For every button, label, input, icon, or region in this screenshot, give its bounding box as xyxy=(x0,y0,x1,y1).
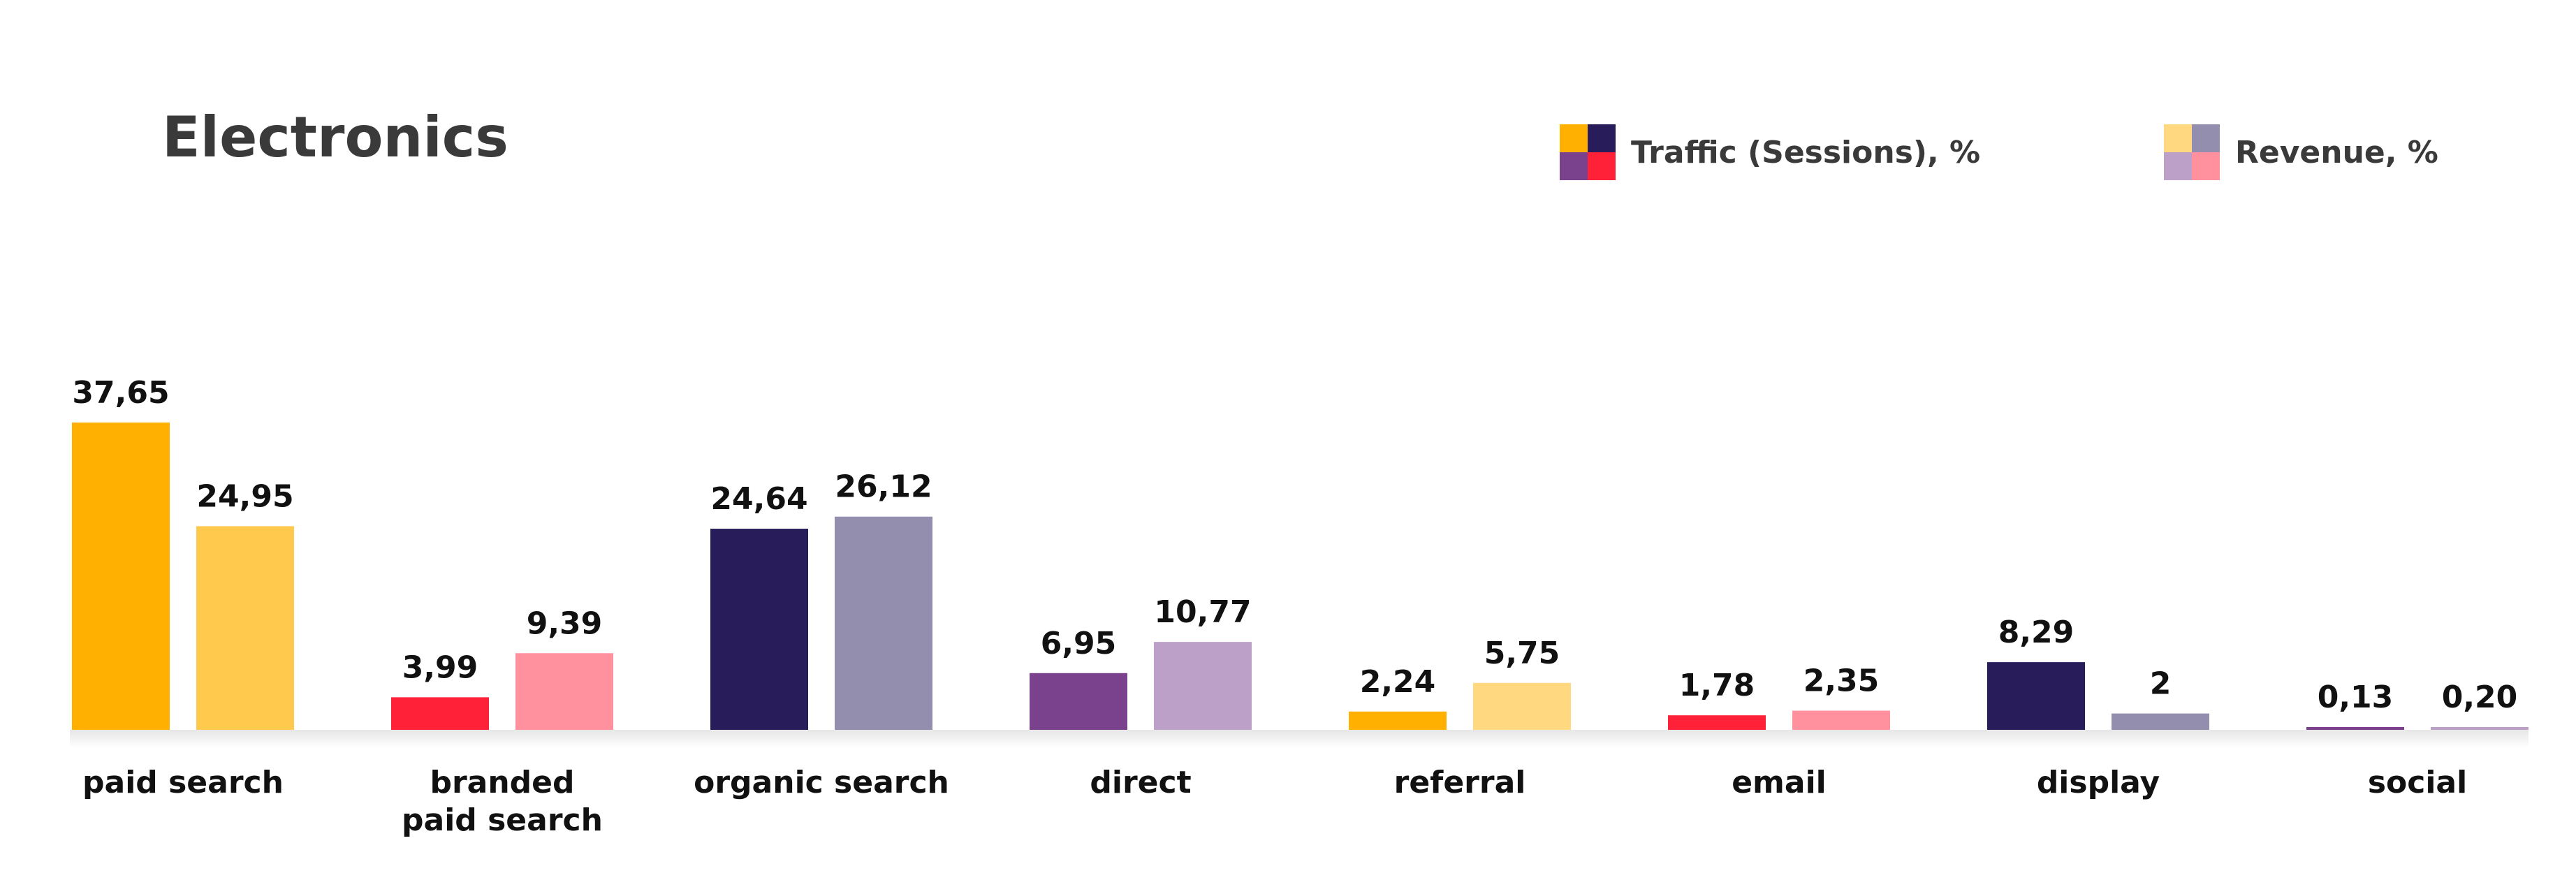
category-label-line: organic search xyxy=(694,765,949,800)
category-label-6: display xyxy=(2037,765,2160,800)
value-label-traffic-3: 6,95 xyxy=(1041,626,1117,661)
bar-revenue-5 xyxy=(1792,710,1890,730)
bar-revenue-0 xyxy=(196,526,294,730)
legend-item-revenue: Revenue, % xyxy=(2164,123,2438,182)
value-label-traffic-2: 24,64 xyxy=(710,481,807,517)
category-label-4: referral xyxy=(1394,765,1526,800)
category-label-line: email xyxy=(1732,765,1827,800)
category-label-7: social xyxy=(2368,765,2467,800)
value-label-traffic-7: 0,13 xyxy=(2318,680,2394,715)
bar-revenue-6 xyxy=(2112,713,2209,730)
bar-revenue-3 xyxy=(1154,642,1252,730)
legend-swatch-revenue xyxy=(2164,124,2220,180)
swatch-cell xyxy=(1588,124,1616,152)
bars-group xyxy=(72,423,2529,730)
swatch-cell xyxy=(2192,152,2220,180)
legend-swatch-traffic xyxy=(1560,124,1616,180)
bar-revenue-7 xyxy=(2431,727,2529,730)
category-label-line: social xyxy=(2368,765,2467,800)
category-label-line: display xyxy=(2037,765,2160,800)
legend-item-traffic: Traffic (Sessions), % xyxy=(1560,123,1980,182)
value-labels-group: 37,65 24,95 3,99 9,39 24,64 26,12 6,95 10,77 2,2… xyxy=(72,375,2517,715)
bar-revenue-4 xyxy=(1473,682,1571,730)
swatch-cell xyxy=(1560,124,1588,152)
bar-revenue-1 xyxy=(515,653,613,730)
value-label-traffic-0: 37,65 xyxy=(72,375,169,411)
bar-traffic-1 xyxy=(391,697,489,730)
category-label-line: direct xyxy=(1090,765,1191,800)
chart-title: Electronics xyxy=(162,105,508,170)
bar-revenue-2 xyxy=(835,516,932,730)
value-label-traffic-1: 3,99 xyxy=(402,650,478,685)
swatch-cell xyxy=(2164,124,2192,152)
bar-traffic-2 xyxy=(710,529,808,730)
bar-traffic-5 xyxy=(1668,715,1766,730)
value-label-revenue-2: 26,12 xyxy=(835,469,932,505)
swatch-cell xyxy=(1588,152,1616,180)
bar-traffic-6 xyxy=(1987,662,2085,730)
value-label-traffic-4: 2,24 xyxy=(1360,664,1436,700)
value-label-traffic-6: 8,29 xyxy=(1998,615,2074,650)
category-label-1: branded paid search xyxy=(402,765,603,838)
value-label-revenue-4: 5,75 xyxy=(1484,636,1560,671)
category-label-line: branded xyxy=(430,765,574,800)
value-label-revenue-6: 2 xyxy=(2150,666,2172,702)
category-label-0: paid search xyxy=(82,765,284,800)
category-label-line: paid search xyxy=(402,802,603,838)
bar-traffic-7 xyxy=(2306,727,2404,730)
swatch-cell xyxy=(2192,124,2220,152)
category-label-5: email xyxy=(1732,765,1827,800)
category-label-2: organic search xyxy=(694,765,949,800)
value-label-revenue-0: 24,95 xyxy=(196,478,293,514)
category-label-3: direct xyxy=(1090,765,1191,800)
swatch-cell xyxy=(2164,152,2192,180)
baseline-shadow xyxy=(70,730,2529,748)
bar-traffic-4 xyxy=(1349,711,1447,730)
category-label-line: paid search xyxy=(82,765,284,800)
value-label-revenue-5: 2,35 xyxy=(1803,663,1880,699)
category-label-line: referral xyxy=(1394,765,1526,800)
value-label-traffic-5: 1,78 xyxy=(1679,668,1755,703)
value-label-revenue-1: 9,39 xyxy=(527,606,603,641)
legend-label-traffic: Traffic (Sessions), % xyxy=(1631,134,1981,170)
bar-traffic-0 xyxy=(72,423,170,730)
bar-traffic-3 xyxy=(1030,673,1127,730)
legend-label-revenue: Revenue, % xyxy=(2235,134,2438,170)
value-label-revenue-3: 10,77 xyxy=(1154,594,1251,630)
swatch-cell xyxy=(1560,152,1588,180)
value-label-revenue-7: 0,20 xyxy=(2442,680,2518,715)
